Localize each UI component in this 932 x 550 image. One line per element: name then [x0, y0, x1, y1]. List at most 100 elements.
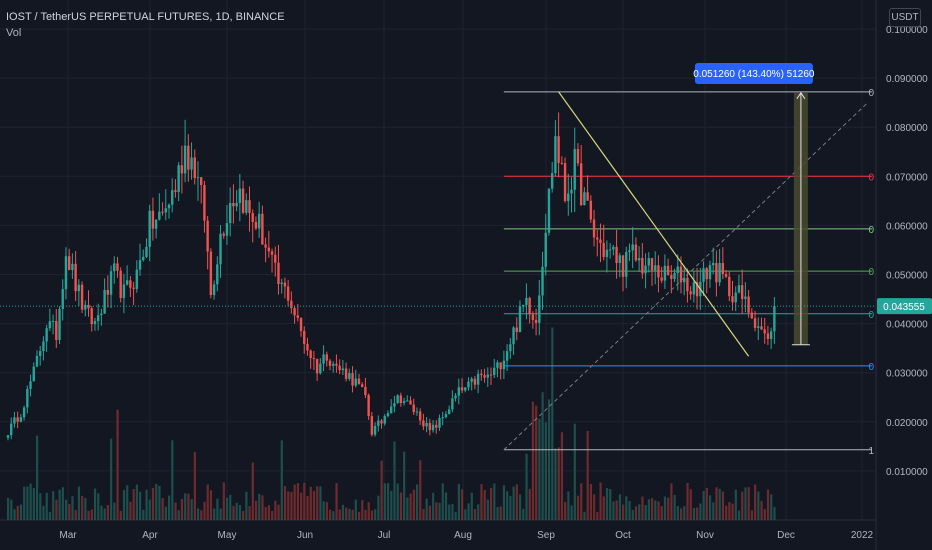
- volume-bar: [151, 487, 155, 520]
- candle-body: [769, 331, 773, 339]
- candle-body: [196, 177, 200, 179]
- candle-body: [206, 220, 209, 252]
- volume-bar: [625, 496, 628, 520]
- candle-body: [557, 136, 560, 163]
- volume-bar: [525, 453, 528, 520]
- volume-bar: [512, 486, 515, 520]
- trendline: [558, 91, 750, 357]
- candle-body: [212, 284, 216, 296]
- x-tick-label: Sep: [537, 530, 555, 541]
- candle-body: [51, 320, 55, 322]
- candle-body: [480, 373, 483, 376]
- volume-bar: [399, 492, 403, 520]
- volume-bar: [84, 497, 87, 520]
- candle-body: [177, 165, 180, 192]
- candle-body: [322, 354, 325, 364]
- volume-bar: [618, 494, 621, 520]
- candle-body: [750, 312, 754, 319]
- volume-bar: [361, 500, 364, 520]
- volume-bar: [303, 482, 306, 520]
- candle-body: [161, 211, 164, 213]
- y-tick-label: 0.020000: [886, 418, 928, 429]
- volume-bar: [13, 509, 16, 520]
- candle-body: [290, 300, 293, 309]
- currency-button[interactable]: USDT: [889, 8, 921, 27]
- volume-bar: [731, 503, 734, 520]
- volume-bar: [45, 492, 48, 520]
- candle-body: [348, 373, 351, 379]
- volume-bar: [737, 510, 741, 520]
- candle-body: [586, 192, 589, 201]
- volume-bar: [438, 502, 441, 520]
- volume-bar: [712, 502, 715, 520]
- volume-bar: [647, 499, 650, 520]
- candle-body: [654, 265, 657, 271]
- x-tick-label: May: [218, 530, 237, 541]
- volume-bar: [432, 492, 435, 520]
- volume-bar: [593, 494, 596, 520]
- candle-body: [254, 221, 258, 229]
- volume-bar: [573, 423, 576, 520]
- fib-level-label: 0: [868, 310, 874, 321]
- volume-bar: [225, 497, 229, 520]
- candle-body: [570, 189, 573, 194]
- candle-body: [599, 239, 602, 244]
- volume-bar: [354, 499, 357, 520]
- volume-bar: [325, 502, 328, 520]
- volume-bar: [126, 485, 129, 520]
- volume-bar: [158, 485, 161, 520]
- volume-bar: [383, 483, 386, 520]
- candle-body: [402, 401, 406, 404]
- volume-bar: [477, 504, 480, 520]
- volume-bar: [29, 483, 32, 520]
- volume-bar: [200, 510, 203, 520]
- volume-bar: [747, 487, 750, 520]
- volume-bar: [174, 502, 177, 520]
- volume-bar: [702, 490, 705, 520]
- volume-bar: [100, 505, 103, 520]
- volume-bar: [332, 511, 335, 520]
- candle-body: [724, 274, 728, 277]
- volume-bar: [609, 489, 612, 520]
- candle-body: [502, 360, 506, 370]
- volume-bar: [448, 504, 451, 520]
- volume-bar: [184, 493, 187, 520]
- candle-body: [264, 244, 267, 248]
- candle-body: [567, 193, 570, 202]
- candle-body: [200, 177, 203, 186]
- candle-body: [351, 373, 354, 386]
- candle-body: [657, 265, 660, 278]
- volume-bar: [667, 497, 670, 520]
- volume-bar: [119, 510, 122, 520]
- volume-bar: [444, 492, 448, 520]
- volume-bar: [283, 486, 287, 520]
- volume-bar: [554, 448, 557, 520]
- volume-bar: [689, 489, 692, 520]
- candle-body: [58, 309, 61, 340]
- candle-body: [625, 252, 628, 277]
- x-tick-label: Aug: [454, 530, 472, 541]
- candle-body: [238, 188, 242, 203]
- volume-bar: [219, 508, 222, 520]
- volume-bar: [415, 484, 419, 520]
- candle-body: [332, 363, 335, 366]
- volume-bar: [435, 502, 438, 520]
- price-tag: [877, 298, 932, 315]
- candle-body: [109, 271, 113, 295]
- candle-body: [135, 269, 138, 289]
- candle-body: [679, 266, 683, 283]
- volume-bar: [515, 484, 518, 520]
- fib-level-label: 0: [868, 225, 874, 236]
- x-tick-label: Apr: [142, 530, 158, 541]
- candle-body: [293, 308, 296, 316]
- candle-body: [579, 163, 583, 206]
- candle-body: [29, 381, 32, 389]
- y-tick-label: 0.010000: [886, 467, 928, 478]
- volume-bar: [683, 506, 686, 520]
- volume-bar: [409, 493, 412, 520]
- candle-body: [592, 219, 596, 238]
- x-tick-label: Nov: [696, 530, 714, 541]
- volume-bar: [770, 494, 773, 520]
